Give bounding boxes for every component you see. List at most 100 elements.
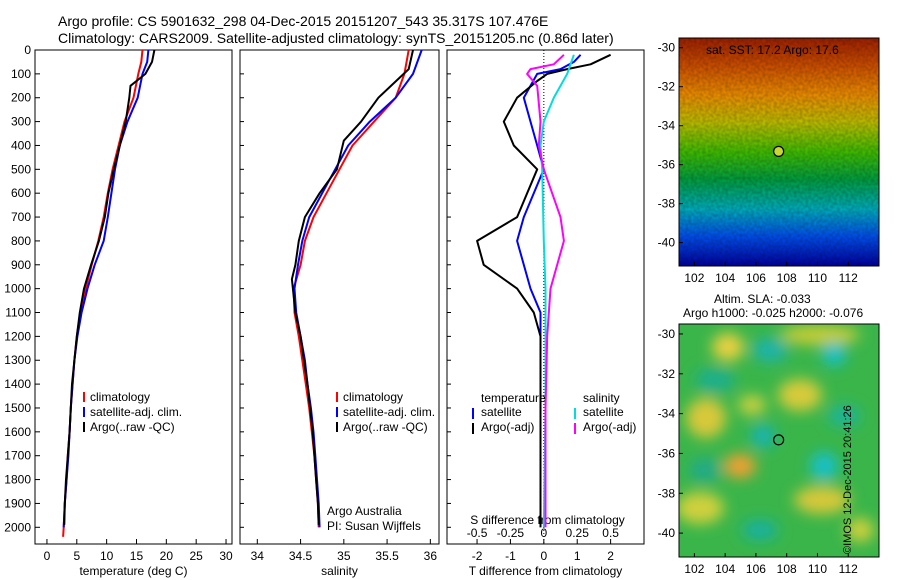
sst-x-tick-label: 112: [839, 271, 858, 285]
x-tick-label: 0: [540, 549, 547, 563]
sla-high: [794, 486, 850, 514]
y-tick-label: 1500: [4, 401, 31, 415]
difference-plot-frame: [446, 49, 645, 545]
sla-high: [780, 325, 860, 345]
y-tick-label: 1800: [4, 473, 31, 487]
legend-label: satellite: [583, 405, 624, 419]
sst-x-tick-label: 108: [777, 271, 797, 285]
sla-y-tick-label: -40: [658, 526, 676, 540]
y-tick-label: 900: [11, 258, 31, 272]
series-line-salinity-satellite: [539, 54, 575, 528]
sla-low: [751, 424, 775, 448]
y-tick-label: 700: [11, 210, 31, 224]
x-tick-label: 34: [251, 549, 265, 563]
sla-high: [686, 398, 726, 438]
y-tick-label: 200: [11, 91, 31, 105]
x-axis-label: T difference from climatology: [469, 564, 623, 578]
y-tick-label: 2000: [4, 520, 31, 534]
salinity-tick-label: 0: [540, 526, 547, 540]
salinity-axis-label: S difference from climatology: [470, 513, 625, 527]
x-tick-label: 2: [607, 549, 614, 563]
sst-heatmap-frame: [678, 37, 880, 267]
legend-header: temperature: [481, 391, 546, 405]
legend-label: Argo(..raw -QC): [343, 420, 428, 434]
temperature-plot-frame: [34, 49, 233, 545]
y-tick-label: 400: [11, 138, 31, 152]
sla-low: [828, 406, 860, 426]
x-tick-label: -1: [505, 549, 516, 563]
salinity-tick-label: 0.25: [566, 526, 590, 540]
sst-y-tick-label: -38: [658, 197, 676, 211]
x-tick-label: 0: [44, 549, 51, 563]
y-tick-label: 1100: [5, 306, 31, 320]
sla-x-tick-label: 106: [746, 562, 766, 576]
y-tick-label: 1700: [4, 449, 31, 463]
legend-label: Argo(-adj): [481, 420, 534, 434]
sla-heatmap-frame: [678, 323, 880, 558]
y-tick-label: 800: [11, 234, 31, 248]
x-tick-label: 34.5: [289, 549, 313, 563]
x-tick-label: -2: [472, 549, 483, 563]
sla-low: [752, 338, 788, 362]
annotation-argo-australia: Argo Australia: [327, 504, 402, 518]
x-tick-label: 20: [160, 549, 174, 563]
sla-argo-marker: [773, 434, 785, 446]
x-tick-label: 30: [219, 549, 233, 563]
legend-label: climatology: [343, 390, 403, 404]
sla-y-tick-label: -34: [658, 407, 676, 421]
sla-y-tick-label: -32: [658, 367, 676, 381]
legend-label: satellite-adj. clim.: [90, 405, 182, 419]
sla-x-tick-label: 108: [777, 562, 797, 576]
sst-x-tick-label: 104: [715, 271, 735, 285]
sst-x-tick-label: 102: [684, 271, 704, 285]
sla-heatmap: [679, 324, 879, 557]
legend-label: Argo(..raw -QC): [90, 420, 175, 434]
salinity-plot-frame: [239, 49, 440, 545]
sst-x-tick-label: 110: [808, 271, 827, 285]
sst-y-tick-label: -32: [658, 80, 676, 94]
series-line-satellite-adj-clim-: [62, 49, 150, 528]
series-line-temperature-satellite: [516, 54, 582, 528]
series-line-climatology: [62, 49, 144, 537]
sla-y-tick-label: -36: [658, 446, 676, 460]
series-line-temperature-argo-adj-: [476, 53, 612, 528]
sla-x-tick-label: 110: [808, 562, 827, 576]
x-tick-label: 35: [337, 549, 351, 563]
y-tick-label: 100: [11, 67, 31, 81]
imos-credit-timestamp: ©IMOS 12-Dec-2015 20:41:26: [842, 405, 854, 554]
sla-high: [724, 454, 756, 478]
sla-high: [846, 518, 874, 542]
sst-map-title: sat. SST: 17.2 Argo: 17.6: [706, 43, 839, 57]
sst-y-tick-label: -36: [658, 158, 676, 172]
y-tick-label: 1900: [4, 496, 31, 510]
x-tick-label: 25: [190, 549, 204, 563]
sst-y-tick-label: -30: [658, 41, 676, 55]
sla-y-tick-label: -30: [658, 327, 676, 341]
y-tick-label: 0: [24, 43, 31, 57]
sla-high: [778, 379, 822, 411]
series-line-argo-raw-qc-: [63, 49, 156, 525]
y-tick-label: 1300: [4, 353, 31, 367]
sla-low: [810, 452, 838, 480]
sla-low: [695, 368, 735, 392]
x-tick-label: 5: [73, 549, 80, 563]
salinity-tick-label: -0.5: [467, 526, 488, 540]
legend-label: satellite: [481, 405, 522, 419]
x-tick-label: 15: [130, 549, 144, 563]
salinity-tick-label: -0.25: [497, 526, 525, 540]
legend-label: Argo(-adj): [583, 420, 636, 434]
series-line-salinity-argo-adj-: [526, 54, 565, 528]
legend-label: satellite-adj. clim.: [343, 405, 435, 419]
y-tick-label: 1400: [4, 377, 31, 391]
sla-x-tick-label: 104: [715, 562, 735, 576]
sla-y-tick-label: -38: [658, 486, 676, 500]
y-tick-label: 300: [11, 115, 31, 129]
series-line-argo-raw-qc-: [290, 49, 414, 525]
y-tick-label: 1000: [4, 282, 31, 296]
x-axis-label: salinity: [321, 564, 358, 578]
sla-low: [689, 458, 721, 482]
x-tick-label: 36: [424, 549, 438, 563]
sst-y-tick-label: -34: [658, 119, 676, 133]
x-tick-label: 1: [574, 549, 581, 563]
